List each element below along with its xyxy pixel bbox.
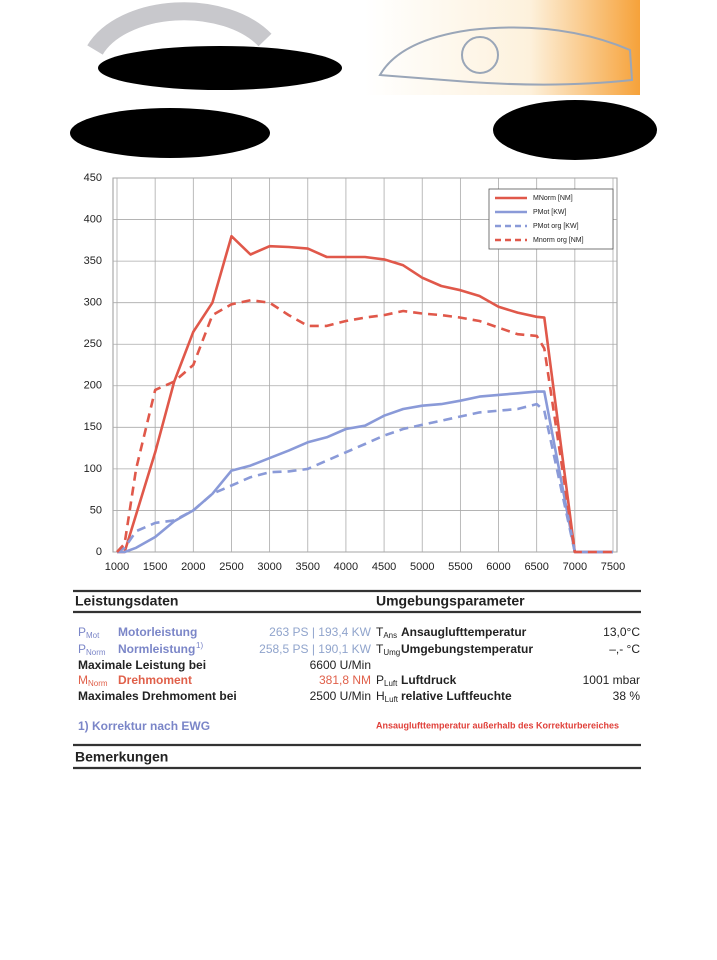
row-value: 258,5 PS | 190,1 KW (259, 642, 372, 656)
legend-label: MNorm [NM] (533, 195, 573, 202)
section-title: Bemerkungen (75, 749, 168, 765)
symbol-subscript: Norm (86, 648, 106, 657)
x-tick-label: 5000 (410, 561, 434, 573)
x-tick-label: 6000 (486, 561, 510, 573)
x-tick-label: 3000 (257, 561, 281, 573)
y-tick-label: 150 (84, 421, 102, 433)
symbol: HLuft (376, 689, 399, 704)
y-tick-label: 0 (96, 546, 102, 558)
section-title: Leistungsdaten (75, 593, 178, 609)
row-label: Maximale Leistung bei (78, 658, 206, 672)
x-tick-label: 2000 (181, 561, 205, 573)
symbol-subscript: Luft (385, 695, 399, 704)
footnote-mark: 1) (196, 641, 203, 650)
row-value: 2500 U/Min (310, 689, 371, 703)
symbol-letter: H (376, 689, 385, 703)
symbol: PNorm (78, 642, 106, 657)
symbol-letter: T (376, 625, 384, 639)
redaction (70, 108, 270, 158)
symbol: PMot (78, 625, 100, 640)
row-label: Maximales Drehmoment bei (78, 689, 237, 703)
symbol-subscript: Umg (383, 648, 400, 657)
y-tick-label: 100 (84, 463, 102, 475)
footnote: 1) Korrektur nach EWG (78, 719, 210, 733)
symbol: TAns (376, 625, 397, 640)
x-tick-label: 2500 (219, 561, 243, 573)
warning: Ansauglufttemperatur außerhalb des Korre… (376, 720, 619, 730)
row-value: 263 PS | 193,4 KW (269, 625, 372, 639)
symbol: TUmg (376, 642, 400, 657)
symbol-subscript: Mot (86, 631, 100, 640)
legend-label: PMot [KW] (533, 209, 567, 216)
legend-label: PMot org [KW] (533, 223, 579, 230)
y-tick-label: 450 (84, 172, 102, 184)
x-tick-label: 3500 (296, 561, 320, 573)
symbol-letter: P (376, 673, 384, 687)
row-label: Normleistung (118, 642, 195, 656)
car-sketch (378, 26, 634, 86)
symbol-letter: M (78, 673, 88, 687)
symbol-subscript: Ans (383, 631, 397, 640)
y-tick-label: 400 (84, 213, 102, 225)
row-label: relative Luftfeuchte (401, 689, 512, 703)
row-label: Drehmoment (118, 673, 192, 687)
x-tick-label: 1500 (143, 561, 167, 573)
y-tick-label: 50 (90, 504, 102, 516)
y-tick-label: 250 (84, 338, 102, 350)
y-tick-label: 350 (84, 255, 102, 267)
chart: 0 50 100 150 200 250 300 350 400 450 1000 1500 2000 2… (84, 172, 626, 573)
row-label: Umgebungstemperatur (401, 642, 533, 656)
header (70, 0, 657, 160)
section-title: Umgebungsparameter (376, 593, 525, 609)
row-value: 13,0°C (603, 625, 640, 639)
row-value: 381,8 NM (319, 673, 371, 687)
symbol-subscript: Norm (88, 679, 108, 688)
series-line (116, 298, 613, 554)
legend-label: Mnorm org [NM] (533, 237, 584, 244)
x-tick-label: 7000 (563, 561, 587, 573)
redaction (493, 100, 657, 160)
x-tick-label: 1000 (105, 561, 129, 573)
y-tick-label: 300 (84, 297, 102, 309)
car-banner (365, 0, 640, 95)
data-tables: Leistungsdaten Umgebungsparameter Bemerkun… (73, 589, 641, 770)
x-tick-label: 6500 (524, 561, 548, 573)
symbol-letter: P (78, 642, 86, 656)
symbol-subscript: Luft (384, 679, 398, 688)
y-tick-label: 200 (84, 380, 102, 392)
row-label: Ansauglufttemperatur (401, 625, 527, 639)
symbol-letter: T (376, 642, 384, 656)
x-tick-label: 5500 (448, 561, 472, 573)
redaction (98, 46, 342, 90)
symbol-letter: P (78, 625, 86, 639)
x-tick-label: 7500 (601, 561, 625, 573)
car-wheel (461, 36, 499, 74)
row-value: 38 % (613, 689, 641, 703)
series-line (116, 402, 613, 554)
row-value: 6600 U/Min (310, 658, 371, 672)
symbol: PLuft (376, 673, 398, 688)
x-tick-label: 4000 (334, 561, 358, 573)
x-tick-label: 4500 (372, 561, 396, 573)
gauge-arc (87, 2, 272, 55)
row-label: Luftdruck (401, 673, 457, 687)
row-value: –,- °C (609, 642, 640, 656)
symbol: MNorm (78, 673, 108, 688)
row-label: Motorleistung (118, 625, 197, 639)
series-line (117, 234, 613, 554)
row-value: 1001 mbar (583, 673, 640, 687)
